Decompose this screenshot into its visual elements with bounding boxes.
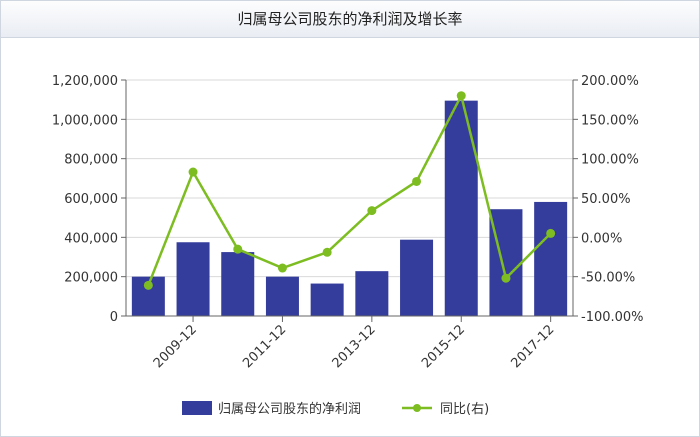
y2-tick-label: -100.00%: [581, 310, 644, 325]
line-point: [412, 176, 422, 186]
y2-tick-label: -50.00%: [581, 271, 635, 286]
bar-series: [131, 100, 568, 317]
line-path: [147, 92, 552, 286]
x-tick-label: 2013-12: [330, 322, 379, 371]
line-point: [501, 273, 511, 283]
legend-bar-swatch: [182, 401, 212, 415]
line-point: [143, 280, 153, 290]
line-point: [277, 263, 287, 273]
legend-line-label: 同比(右): [440, 402, 489, 417]
y2-tick-label: 150.00%: [581, 113, 639, 128]
y-tick-label: 200,000: [64, 271, 118, 286]
line-point: [322, 247, 332, 257]
bar: [400, 239, 434, 316]
legend-line-marker: [413, 404, 421, 412]
line-point: [188, 167, 198, 177]
bar: [489, 209, 523, 316]
line-point: [367, 206, 377, 216]
y-tick-label: 1,000,000: [52, 113, 118, 128]
bar: [265, 276, 299, 316]
line-point: [546, 228, 556, 238]
y-tick-label: 400,000: [64, 231, 118, 246]
x-tick-label: 2015-12: [419, 322, 468, 371]
bar: [310, 283, 344, 316]
bar: [355, 271, 389, 316]
y2-tick-label: 100.00%: [581, 153, 639, 168]
bar: [534, 201, 568, 316]
y2-tick-label: 0.00%: [581, 231, 622, 246]
bar: [221, 252, 255, 316]
y-tick-label: 800,000: [64, 153, 118, 168]
y-tick-label: 600,000: [64, 192, 118, 207]
legend-bar-label: 归属母公司股东的净利润: [218, 401, 361, 417]
y2-tick-label: 50.00%: [581, 192, 631, 207]
x-tick-label: 2011-12: [240, 322, 289, 371]
x-tick-label: 2009-12: [151, 322, 200, 371]
y-tick-label: 1,200,000: [52, 74, 118, 89]
y-tick-label: 0: [110, 310, 118, 325]
bar: [444, 100, 478, 317]
line-series: [143, 91, 556, 290]
line-point: [233, 244, 243, 254]
x-tick-label: 2017-12: [508, 322, 557, 371]
line-point: [456, 91, 466, 101]
y2-tick-label: 200.00%: [581, 74, 639, 89]
legend: 归属母公司股东的净利润 同比(右): [182, 401, 489, 417]
chart-title: 归属母公司股东的净利润及增长率: [1, 1, 699, 38]
bar: [176, 242, 210, 316]
